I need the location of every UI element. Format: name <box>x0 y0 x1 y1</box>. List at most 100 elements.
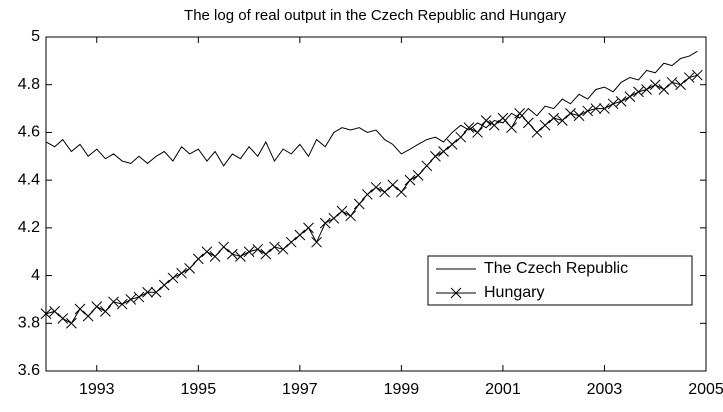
marker <box>125 294 137 305</box>
x-tick-label: 1993 <box>79 381 115 398</box>
marker <box>100 306 111 317</box>
marker <box>158 279 170 291</box>
marker <box>666 76 678 88</box>
marker <box>683 72 695 83</box>
marker <box>74 303 86 315</box>
marker <box>176 267 187 279</box>
marker <box>641 84 652 95</box>
marker <box>294 229 306 241</box>
marker <box>66 317 77 329</box>
marker <box>463 122 475 134</box>
marker <box>412 170 424 181</box>
marker <box>252 243 264 255</box>
marker <box>615 96 627 107</box>
x-tick-label: 1995 <box>181 381 217 398</box>
y-tick-label: 5 <box>31 28 40 45</box>
marker <box>201 246 213 258</box>
marker <box>396 186 407 198</box>
marker <box>150 286 162 298</box>
marker <box>514 107 526 119</box>
marker <box>590 103 602 114</box>
marker <box>450 287 462 299</box>
marker <box>692 69 703 81</box>
x-tick-label: 1997 <box>282 381 318 398</box>
marker <box>539 119 551 131</box>
marker <box>167 272 179 284</box>
chart-title: The log of real output in the Czech Repu… <box>184 7 566 24</box>
marker <box>328 212 340 224</box>
series-line <box>45 50 698 167</box>
y-tick-label: 4.2 <box>18 219 40 236</box>
marker <box>607 98 619 110</box>
x-tick-label: 2001 <box>485 381 521 398</box>
marker <box>353 198 365 210</box>
marker <box>624 91 636 102</box>
marker <box>455 131 467 143</box>
marker <box>421 160 433 172</box>
marker <box>522 117 534 129</box>
marker <box>336 205 348 217</box>
marker <box>556 115 568 126</box>
marker <box>599 103 610 114</box>
marker <box>548 112 560 124</box>
marker <box>311 236 322 248</box>
marker <box>40 308 52 320</box>
marker <box>658 84 670 95</box>
marker <box>565 107 576 119</box>
marker <box>430 150 441 162</box>
marker <box>488 119 500 131</box>
x-tick-label: 1999 <box>384 381 420 398</box>
y-tick-label: 3.8 <box>18 315 40 332</box>
marker <box>218 241 230 253</box>
marker <box>675 79 686 91</box>
legend-box <box>427 255 693 306</box>
marker <box>226 248 238 260</box>
marker <box>404 174 416 186</box>
y-tick-label: 4 <box>31 267 40 284</box>
marker <box>108 296 119 308</box>
plot-frame <box>45 36 707 372</box>
marker <box>49 306 60 317</box>
marker <box>446 139 458 150</box>
y-tick-label: 4.4 <box>18 171 40 188</box>
marker <box>260 248 272 260</box>
marker <box>269 241 280 253</box>
marker <box>303 222 314 234</box>
y-tick-label: 4.8 <box>18 76 40 93</box>
marker <box>243 246 255 258</box>
marker <box>277 243 289 255</box>
x-tick-label: 2005 <box>688 381 723 398</box>
y-tick-label: 3.6 <box>18 362 40 379</box>
marker <box>319 217 331 229</box>
marker <box>209 251 221 262</box>
marker <box>497 112 509 124</box>
marker <box>472 127 483 138</box>
marker <box>438 146 449 157</box>
marker <box>57 313 69 324</box>
legend-label: The Czech Republic <box>484 260 628 277</box>
marker <box>573 110 585 122</box>
marker <box>116 298 128 310</box>
y-tick-label: 4.6 <box>18 124 40 141</box>
marker <box>506 122 517 134</box>
marker <box>633 86 644 98</box>
marker <box>82 310 94 322</box>
legend-label: Hungary <box>484 284 544 301</box>
marker <box>192 253 204 265</box>
series-line <box>45 74 698 324</box>
marker <box>582 105 594 117</box>
x-tick-label: 2003 <box>587 381 623 398</box>
marker <box>379 186 390 198</box>
marker <box>649 79 661 91</box>
marker <box>531 127 543 138</box>
marker <box>362 189 373 200</box>
marker <box>133 291 145 303</box>
marker <box>370 181 382 193</box>
marker <box>91 301 103 312</box>
marker <box>142 286 153 298</box>
marker <box>387 179 399 191</box>
marker <box>235 251 246 262</box>
marker <box>184 263 196 274</box>
marker <box>480 115 492 126</box>
